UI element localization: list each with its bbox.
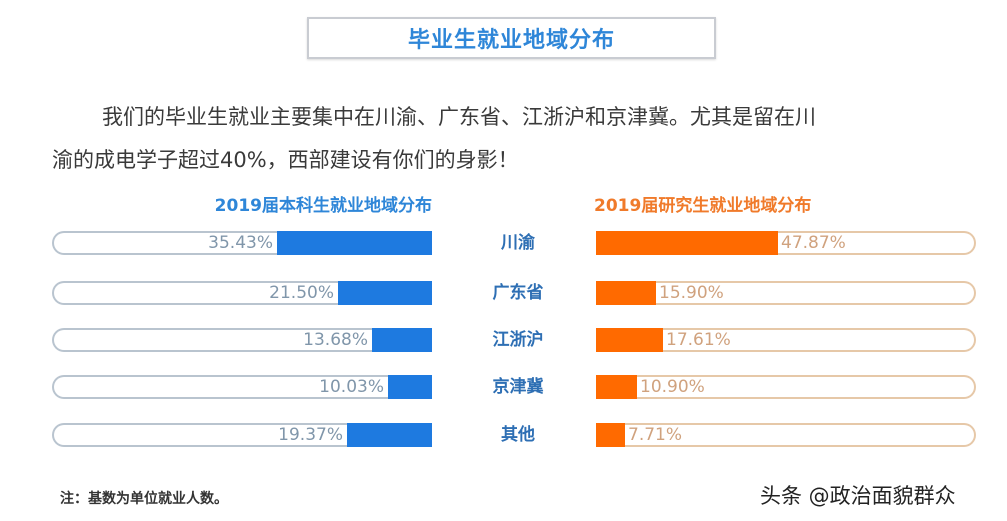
graduate-bar-track: 47.87% <box>596 231 976 255</box>
graduate-bar-track: 7.71% <box>596 423 976 447</box>
category-label: 川渝 <box>501 233 535 253</box>
graduate-bar-track: 10.90% <box>596 375 976 399</box>
graduate-bar-track: 17.61% <box>596 328 976 352</box>
graduate-bar-fill <box>596 281 656 305</box>
category-label: 江浙沪 <box>492 330 544 350</box>
undergrad-bar-track: 21.50% <box>52 281 432 305</box>
category-label: 京津冀 <box>492 377 544 397</box>
undergrad-bar-value: 10.03% <box>319 377 384 397</box>
graduate-bar-value: 15.90% <box>659 283 724 303</box>
title-box: 毕业生就业地域分布 <box>307 17 716 59</box>
undergrad-bar-track: 35.43% <box>52 231 432 255</box>
watermark: 头条 @政治面貌群众 <box>760 484 956 508</box>
graduate-bar-value: 10.90% <box>640 377 705 397</box>
chart-row: 10.03% 京津冀 10.90% <box>0 375 1007 401</box>
undergrad-chart-title: 2019届本科生就业地域分布 <box>214 196 432 216</box>
page-title: 毕业生就业地域分布 <box>407 28 615 53</box>
category-label: 其他 <box>501 425 535 445</box>
graduate-bar-fill <box>596 423 625 447</box>
undergrad-bar-value: 35.43% <box>208 233 273 253</box>
category-label: 广东省 <box>492 283 544 303</box>
intro-line-2: 渝的成电学子超过40%，西部建设有你们的身影！ <box>52 148 519 172</box>
graduate-bar-value: 47.87% <box>781 233 846 253</box>
undergrad-bar-fill <box>347 423 432 447</box>
intro-paragraph: 我们的毕业生就业主要集中在川渝、广东省、江浙沪和京津冀。尤其是留在川 渝的成电学… <box>52 96 992 182</box>
chart-row: 19.37% 其他 7.71% <box>0 423 1007 449</box>
graduate-bar-fill <box>596 231 778 255</box>
chart-row: 21.50% 广东省 15.90% <box>0 281 1007 307</box>
graduate-chart-title: 2019届研究生就业地域分布 <box>594 196 812 216</box>
graduate-bar-value: 7.71% <box>628 425 683 445</box>
intro-line-1: 我们的毕业生就业主要集中在川渝、广东省、江浙沪和京津冀。尤其是留在川 <box>102 105 816 129</box>
chart-row: 13.68% 江浙沪 17.61% <box>0 328 1007 354</box>
chart-row: 35.43% 川渝 47.87% <box>0 231 1007 257</box>
graduate-bar-value: 17.61% <box>666 330 731 350</box>
undergrad-bar-fill <box>388 375 432 399</box>
undergrad-bar-fill <box>372 328 432 352</box>
footnote: 注：基数为单位就业人数。 <box>60 491 228 507</box>
undergrad-bar-track: 10.03% <box>52 375 432 399</box>
undergrad-bar-track: 19.37% <box>52 423 432 447</box>
undergrad-bar-track: 13.68% <box>52 328 432 352</box>
graduate-bar-fill <box>596 328 663 352</box>
graduate-bar-fill <box>596 375 637 399</box>
undergrad-bar-fill <box>338 281 432 305</box>
undergrad-bar-value: 21.50% <box>269 283 334 303</box>
graduate-bar-track: 15.90% <box>596 281 976 305</box>
undergrad-bar-value: 19.37% <box>278 425 343 445</box>
undergrad-bar-fill <box>277 231 432 255</box>
undergrad-bar-value: 13.68% <box>303 330 368 350</box>
